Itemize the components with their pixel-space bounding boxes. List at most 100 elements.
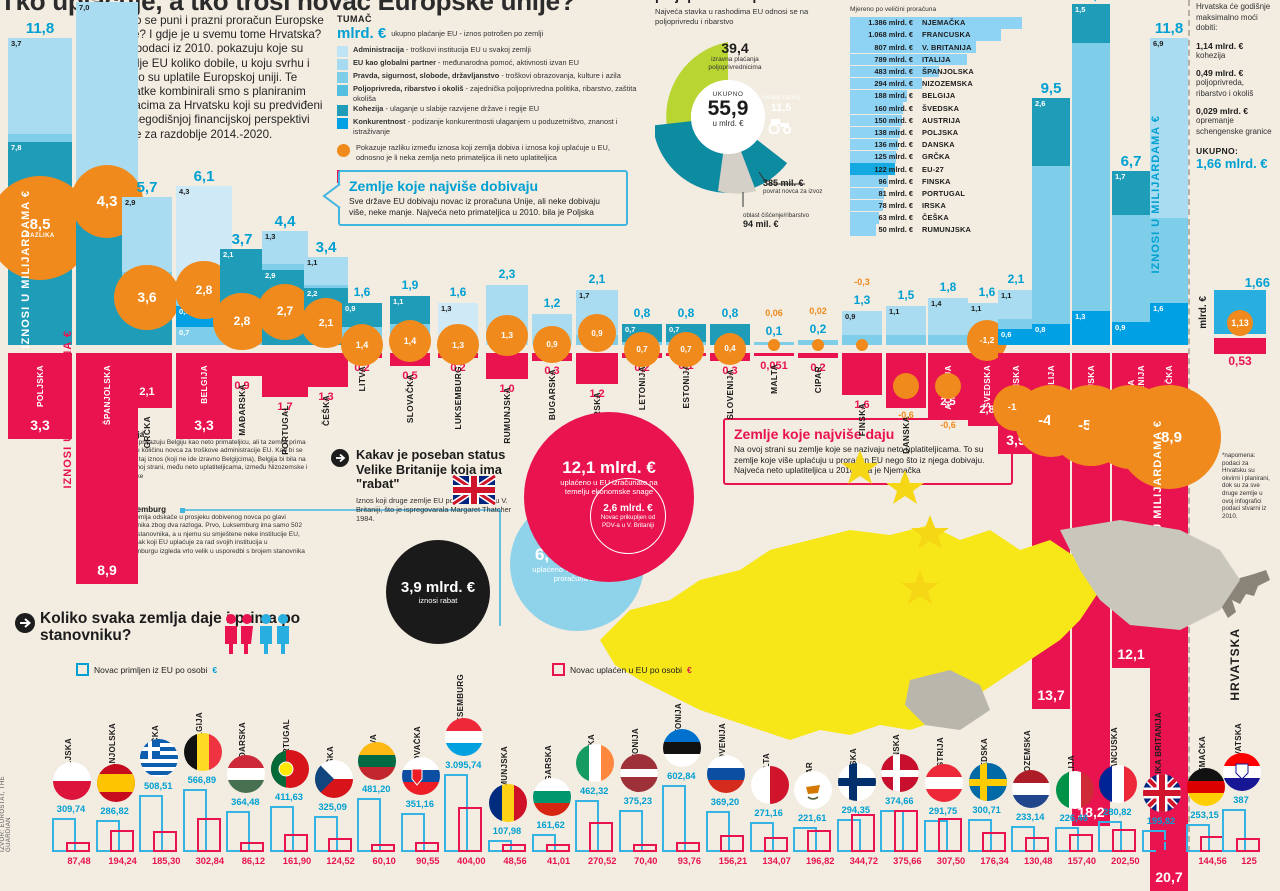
country-total-label: 13,1 [1072,0,1110,3]
country-bar-segment: 2,9 [122,196,172,273]
rank-bar [850,175,888,187]
legend-item-label: Poljoprivreda, ribarstvo i okoliš - zaje… [353,84,637,103]
country-pink-bar [262,353,308,398]
per-capita-paid-bar [981,832,1006,852]
per-capita-paid-bar [284,833,308,852]
callout-receiving-text: Sve države EU dobivaju novac iz proračun… [349,196,600,217]
agriculture-pie-panel: poljoprivredna politika? Najveća stavka … [652,0,855,229]
per-capita-received-bar [182,788,207,852]
per-capita-paid-bar [327,838,352,852]
country-total-label: 0,8 [633,306,651,321]
per-capita-paid-value: 196,82 [805,856,835,866]
segment-value: 7,8 [11,143,22,153]
country-bar-segment: 1,3 [262,230,308,265]
legend-header: TUMAČ [337,14,372,24]
croatia-item-value: 0,49 mlrd. € [1196,68,1244,78]
per-capita-paid-bar [632,844,657,852]
segment-value: 2,1 [223,249,234,259]
luksemburg-connector-icon [180,508,501,626]
rank-bar [850,151,897,163]
per-capita-paid-bar [894,810,919,852]
rank-country: AUSTRIJA [922,115,961,125]
rabat-small-value: 2,6 mlrd. € [603,503,653,515]
country-total-label: 3,7 [231,230,253,248]
budget-ranking-panel: koliko bi bila velika Mjereno po veličin… [850,0,1030,236]
per-capita-paid-value: 134,07 [762,856,791,866]
segment-value: 2,6 [1035,99,1046,108]
per-capita-received-value: 351,16 [405,798,435,809]
per-capita-paid-bar [371,844,396,852]
country-pink-value: 1,3 [318,390,334,403]
segment-value: 1,1 [307,257,318,267]
rank-country: PORTUGAL [922,188,966,198]
legend-swatch [337,105,348,116]
country-name: BELGIJA [199,365,209,404]
segment-value: 0,9 [1115,322,1126,332]
country-name: ŠVEDSKA [982,365,992,408]
country-pink-value: 0,3 [544,364,560,377]
segment-value: 4,3 [179,187,190,197]
rank-value: 188 mlrd. € [874,91,913,101]
country-pink-value: 8,9 [97,562,117,579]
per-capita-received-value: 226,46 [1059,812,1089,823]
country-bar-segment: 0,9 [842,311,882,335]
country-pink-bar [842,353,882,395]
net-difference-value: -0,6 [898,409,914,420]
country-pink-bar [486,353,528,379]
per-capita-received-value: 374,66 [885,796,914,807]
rank-row: 1.068 mlrd. € FRANCUSKA [850,29,1030,41]
rank-row: 138 mlrd. € POLJSKA [850,126,1030,139]
country-pink-bar [220,353,264,377]
rank-bar [850,138,899,151]
legend-swatch [337,85,348,96]
segment-value: 0,9 [845,312,856,322]
per-capita-received-bar [444,774,469,852]
per-capita-received-bar [967,818,992,852]
country-flag-icon [271,750,309,789]
segment-value: 2,9 [265,270,276,280]
legend-orange-note: Pokazuje razliku između iznosa koji zeml… [337,143,637,162]
legend-item-label: Administracija - troškovi institucija EU… [353,45,531,54]
rank-row: 50 mlrd. € RUMUNJSKA [850,224,1030,236]
net-difference-dot: -8,9 [1117,385,1221,489]
per-capita-title: Koliko svaka zemlja daje i prima po stan… [40,610,301,644]
country-total-label: 4,4 [274,212,296,230]
country-name: RUMUNJSKA [502,387,512,444]
per-capita-legend-received-label: Novac primljen iz EU po osobi [94,664,208,675]
arrow-circle-icon-2 [15,613,35,633]
per-capita-column: VELIKA BRITANIJA 195,82 108,75 [1142,690,1183,866]
pie-title: poljoprivredna politika? [655,0,855,3]
legend-item: Kohezija - ulaganje u slabije razvijene … [337,104,637,116]
rank-value: 96 mlrd. € [878,176,913,186]
per-capita-received-value: 294,35 [841,805,871,816]
pie-callout2-label: oblast čišćenje/ribarstvo [743,212,810,220]
pie-center-unit: u mlrd. € [712,119,744,129]
per-capita-paid-bar [109,830,134,852]
country-pink-bar [122,353,172,408]
per-capita-paid-value: 302,84 [195,856,225,866]
per-capita-paid-value: 185,30 [151,856,181,866]
per-capita-column: NIZOZEMSKA 233,14 130,48 [1011,690,1052,866]
country-flag-icon [925,763,963,802]
euro-symbol-blue: € [212,664,218,675]
per-capita-received-bar [531,834,556,852]
country-name: GRČKA [142,415,152,449]
croatia-bar-unit: mlrd. € [1198,296,1209,329]
note-luksemburg: Luksemburg Ova zemlja odskače u prosjeku… [118,505,308,556]
net-difference-dot: 1,3 [437,323,479,366]
net-difference-dot: 0,9 [578,314,616,352]
rank-country: ŠPANJOLSKA [922,67,974,76]
segment-value: 1,1 [889,307,900,316]
segment-value: 0,7 [669,325,680,335]
rank-value: 122 mlrd. € [874,164,913,174]
net-difference-dot: 0,4 [713,332,747,365]
rank-country: FRANCUSKA [922,30,971,40]
country-pink-value: 0,3 [722,364,738,377]
rank-row: 81 mlrd. € PORTUGAL [850,187,1030,200]
rank-bar [850,102,904,114]
legend-item: EU kao globalni partner - međunarodna po… [337,58,637,70]
per-capita-received-bar [1054,826,1079,852]
per-capita-received-bar [880,810,905,852]
per-capita-paid-bar [66,842,90,852]
callout-giving-title: Zemlje koje najviše daju [734,426,895,442]
